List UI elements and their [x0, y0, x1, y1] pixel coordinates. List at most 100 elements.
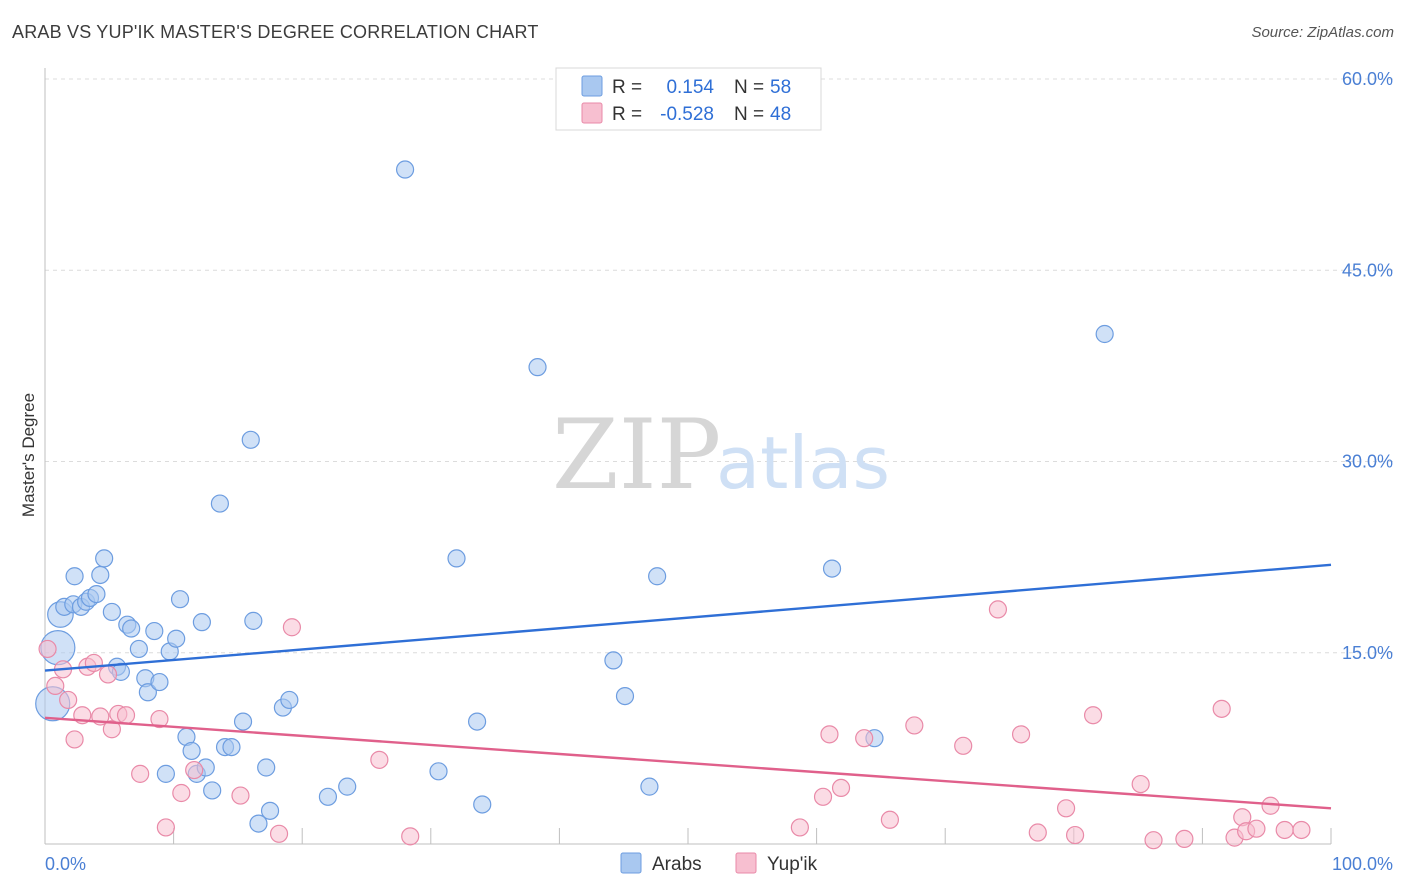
yupik-point-37: [1131, 774, 1150, 794]
y-tick-labels: 15.0% 30.0% 45.0% 60.0%: [1342, 69, 1393, 663]
legend-r-value-arabs: 0.154: [666, 77, 714, 98]
yupik-point-23: [790, 818, 809, 837]
arabs-point-53: [640, 777, 659, 796]
arabs-point-27: [182, 741, 201, 761]
arabs-point-50: [528, 358, 547, 377]
x-tick-labels: 0.0% 100.0%: [45, 854, 1393, 874]
arabs-point-11: [95, 549, 114, 568]
arabs-point-34: [222, 737, 241, 757]
yupik-point-14: [150, 709, 169, 729]
data-points: [35, 160, 1311, 850]
bottom-legend: Arabs Yup'ik: [620, 852, 818, 875]
legend: R = 0.154 N = 58 R = -0.528 N = 48: [555, 67, 822, 131]
arabs-point-9: [87, 584, 106, 604]
arabs-point-49: [473, 795, 492, 814]
arabs-point-55: [822, 559, 842, 578]
legend-swatch-yupik: [581, 102, 603, 124]
yupik-point-9: [98, 665, 118, 684]
arabs-point-21: [150, 672, 169, 692]
yupik-point-22: [401, 827, 420, 846]
arabs-point-52: [615, 686, 635, 706]
bottom-legend-swatch-yupik: [735, 852, 757, 874]
yupik-point-18: [231, 786, 250, 805]
y-tick-label-3: 60.0%: [1342, 69, 1393, 89]
yupik-point-12: [116, 706, 136, 725]
yupik-point-20: [282, 618, 302, 637]
arabs-point-31: [203, 781, 222, 800]
arabs-point-35: [233, 712, 253, 731]
arabs-point-25: [170, 590, 190, 609]
watermark-atlas: atlas: [716, 421, 890, 505]
yupik-point-17: [185, 760, 204, 780]
arabs-point-10: [91, 565, 110, 585]
yupik-point-26: [831, 778, 851, 798]
yupik-point-25: [820, 725, 839, 744]
grid: [45, 78, 1393, 654]
arabs-point-19: [138, 683, 157, 702]
legend-n-value-arabs: 58: [770, 77, 791, 98]
arabs-point-12: [102, 602, 121, 622]
bottom-legend-swatch-arabs: [620, 852, 642, 874]
bottom-legend-label-yupik: Yup'ik: [767, 854, 818, 875]
yupik-point-1: [46, 676, 65, 696]
legend-r-value-yupik: -0.528: [660, 104, 714, 125]
arabs-point-5: [65, 567, 84, 586]
yupik-point-46: [1275, 820, 1294, 840]
yupik-point-10: [102, 720, 121, 739]
arabs-point-45: [395, 160, 415, 179]
y-axis-label: Master's Degree: [19, 393, 38, 517]
x-tick-label-0: 0.0%: [45, 854, 86, 874]
yupik-point-40: [1212, 699, 1231, 718]
arabs-point-39: [257, 758, 276, 777]
yupik-point-35: [1065, 825, 1085, 845]
arabs-point-51: [604, 651, 623, 670]
yupik-point-32: [1011, 725, 1031, 744]
watermark: ZIP atlas: [552, 399, 890, 511]
arabs-point-37: [244, 611, 263, 630]
yupik-point-19: [269, 824, 289, 843]
yupik-point-7: [84, 653, 103, 673]
yupik-point-45: [1261, 796, 1280, 815]
arabs-point-36: [241, 430, 260, 449]
arabs-point-48: [467, 712, 487, 731]
arabs-point-42: [280, 690, 299, 710]
arabs-point-54: [648, 567, 667, 586]
yupik-point-33: [1028, 823, 1047, 842]
trend-lines: [44, 563, 1332, 810]
source-label: Source: ZipAtlas.com: [1251, 24, 1394, 41]
yupik-point-16: [172, 783, 191, 803]
arabs-point-46: [429, 762, 448, 781]
arabs-point-24: [167, 629, 186, 648]
yupik-point-30: [954, 736, 973, 755]
y-tick-label-0: 15.0%: [1342, 643, 1393, 663]
yupik-point-38: [1144, 831, 1163, 850]
arabs-point-22: [156, 764, 175, 783]
yupik-point-0: [38, 639, 57, 659]
yupik-point-13: [131, 764, 150, 783]
yupik-point-28: [880, 810, 900, 829]
arabs-point-17: [129, 639, 148, 659]
legend-n-label-yupik: N =: [734, 104, 764, 125]
x-tick-label-1: 100.0%: [1332, 854, 1393, 874]
yupik-point-34: [1056, 799, 1076, 818]
bottom-legend-label-arabs: Arabs: [652, 854, 702, 875]
legend-n-value-yupik: 48: [770, 104, 791, 125]
yupik-point-24: [813, 787, 833, 806]
yupik-trend-line: [44, 716, 1332, 810]
yupik-point-29: [905, 716, 924, 735]
arabs-trend-line: [44, 563, 1332, 672]
y-tick-label-1: 30.0%: [1342, 452, 1393, 472]
legend-r-label-arabs: R =: [612, 77, 642, 98]
arabs-point-57: [1095, 324, 1114, 344]
arabs-point-44: [338, 777, 357, 796]
arabs-point-20: [145, 621, 164, 641]
arabs-point-16: [122, 619, 141, 638]
yupik-point-31: [988, 600, 1008, 619]
y-tick-label-2: 45.0%: [1342, 260, 1393, 280]
arabs-point-43: [318, 787, 338, 806]
watermark-zip: ZIP: [552, 399, 721, 511]
arabs-point-38: [249, 814, 268, 833]
yupik-point-44: [1247, 819, 1266, 838]
yupik-point-4: [65, 730, 84, 749]
